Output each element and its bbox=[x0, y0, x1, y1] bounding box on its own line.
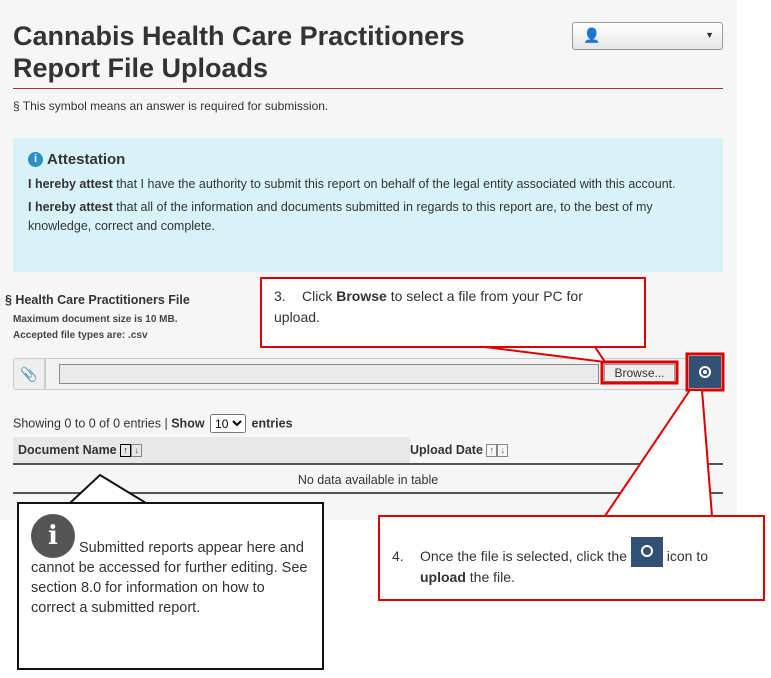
step-4-callout: 4. Once the file is selected, click the i… bbox=[378, 515, 765, 601]
attest-text-1: that I have the authority to submit this… bbox=[112, 177, 676, 191]
attest-bold: I hereby attest bbox=[28, 177, 113, 191]
table-info: Showing 0 to 0 of 0 entries | Show 10 en… bbox=[13, 414, 293, 433]
upload-icon bbox=[630, 537, 663, 567]
user-icon: 👤 bbox=[583, 27, 601, 43]
file-section: § Health Care Practitioners File Maximum… bbox=[5, 293, 190, 341]
attestation-panel: i Attestation I hereby attest that I have… bbox=[13, 138, 723, 272]
entries-label: entries bbox=[251, 416, 293, 431]
file-label: § Health Care Practitioners File bbox=[5, 293, 190, 307]
info-callout-text: Submitted reports appear here and cannot… bbox=[31, 540, 308, 616]
info-icon: i bbox=[28, 152, 43, 167]
attestation-title: Attestation bbox=[47, 151, 126, 168]
max-size-note: Maximum document size is 10 MB. bbox=[13, 314, 178, 325]
table-header: Document Name ↑ ↓ Upload Date ↑ ↓ bbox=[13, 437, 723, 465]
user-menu-button[interactable]: 👤 ▼ bbox=[572, 22, 723, 50]
file-path-input[interactable] bbox=[59, 364, 599, 384]
caret-down-icon: ▼ bbox=[705, 30, 714, 40]
sort-asc-icon[interactable]: ↑ bbox=[486, 444, 498, 458]
upload-icon bbox=[699, 366, 711, 378]
column-upload-date[interactable]: Upload Date ↑ ↓ bbox=[410, 437, 509, 463]
info-callout: i Submitted reports appear here and canno… bbox=[17, 502, 324, 670]
upload-button[interactable] bbox=[689, 356, 721, 388]
file-types-note: Accepted file types are: .csv bbox=[13, 330, 148, 341]
paperclip-icon: 📎 bbox=[13, 358, 45, 390]
sort-desc-icon[interactable]: ↓ bbox=[497, 444, 509, 458]
attest-text-2: that all of the information and document… bbox=[28, 200, 653, 233]
page-size-select[interactable]: 10 bbox=[210, 414, 247, 433]
sort-desc-icon[interactable]: ↓ bbox=[131, 444, 143, 458]
column-document-name[interactable]: Document Name ↑ ↓ bbox=[13, 437, 410, 463]
table-empty-row: No data available in table bbox=[13, 466, 723, 494]
sort-asc-icon[interactable]: ↑ bbox=[120, 444, 132, 458]
showing-text: Showing 0 to 0 of 0 entries | bbox=[13, 416, 168, 431]
info-icon: i bbox=[31, 514, 75, 558]
title-divider bbox=[13, 88, 723, 89]
step-3-callout: 3. Click Browse to select a file from you… bbox=[260, 277, 646, 348]
attest-bold: I hereby attest bbox=[28, 200, 113, 214]
page-title: Cannabis Health Care Practitioners Repor… bbox=[13, 21, 465, 83]
required-note: § This symbol means an answer is require… bbox=[13, 99, 329, 113]
show-label: Show bbox=[171, 416, 205, 431]
